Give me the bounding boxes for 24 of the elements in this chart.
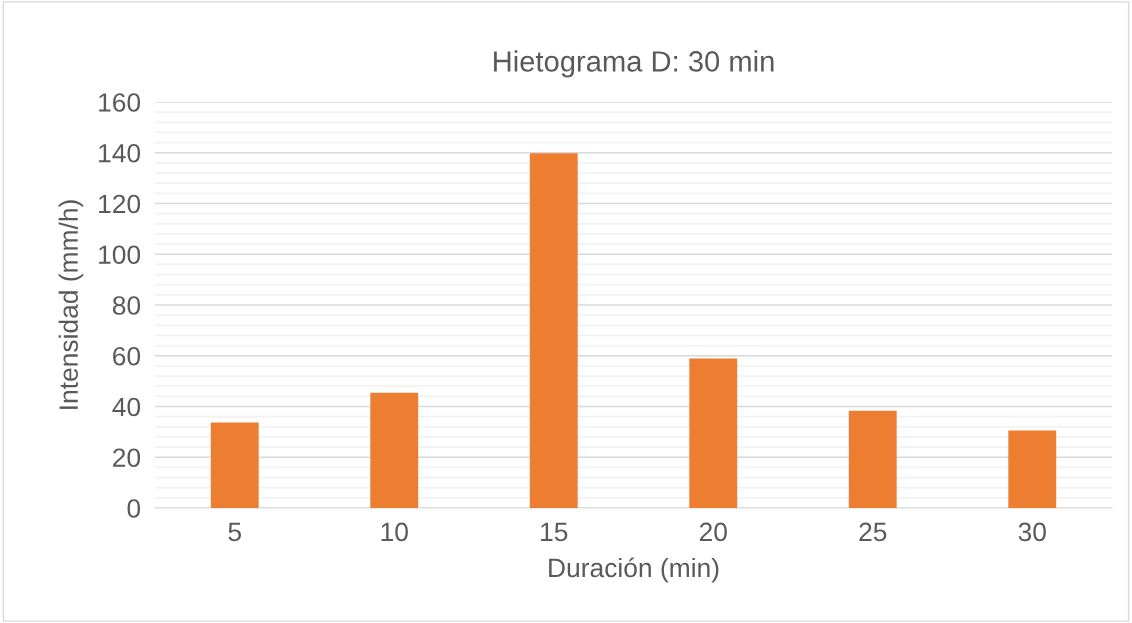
y-tick-label: 120 [99,194,141,214]
y-tick-label: 0 [127,499,141,518]
bar [210,422,259,508]
bar [1008,430,1057,508]
x-tick-label: 10 [381,522,408,542]
x-tick-label: 30 [1018,522,1046,542]
y-tick-label: 100 [99,245,141,265]
y-axis-title: Intensidad (mm/h) [58,200,84,409]
y-tick-label: 160 [99,93,141,112]
x-tick-label: 5 [228,522,241,542]
bar [370,392,419,508]
bar [689,358,738,508]
chart-title: Hietograma D: 30 min [494,50,774,78]
x-tick-label: 25 [859,522,887,542]
y-tick-label: 20 [113,448,141,468]
bar [848,410,897,508]
x-tick-label: 20 [699,522,727,542]
y-tick-label: 40 [112,397,141,417]
bar [529,153,578,508]
y-tick-label: 60 [113,346,141,366]
y-tick-label: 140 [99,143,141,163]
x-tick-label: 15 [541,522,568,542]
x-axis-title: Duración (min) [549,557,719,583]
y-tick-label: 80 [112,296,141,315]
